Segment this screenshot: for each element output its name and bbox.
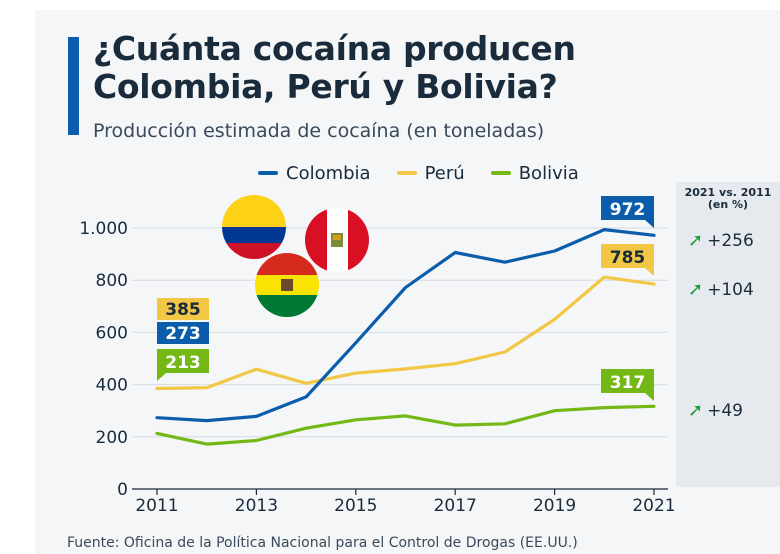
y-tick-label: 200 bbox=[96, 428, 128, 448]
end-label-bolivia: 317 bbox=[601, 369, 654, 401]
end-label-bolivia-bg bbox=[601, 369, 654, 393]
trend-up-arrow-icon: ➚ bbox=[688, 230, 704, 251]
start-label-bolivia: 213 bbox=[157, 349, 209, 381]
gridlines bbox=[132, 227, 668, 490]
data-labels: 385 273 213 972 785 317 bbox=[157, 196, 654, 401]
end-label-colombia-pointer bbox=[645, 220, 654, 228]
start-label-bolivia-pointer bbox=[157, 373, 166, 381]
title-accent-bar bbox=[68, 37, 79, 135]
comparison-header: 2021 vs. 2011 (en %) bbox=[676, 187, 780, 211]
end-label-peru-pointer bbox=[645, 268, 654, 276]
flag-group bbox=[222, 195, 369, 317]
y-tick-label: 1.000 bbox=[79, 219, 128, 239]
comparison-row-peru: ➚ +104 bbox=[688, 279, 754, 300]
start-label-peru-bg bbox=[157, 298, 209, 320]
start-label-bolivia-text: 213 bbox=[165, 353, 201, 373]
series-lines bbox=[155, 228, 656, 446]
start-label-colombia-bg bbox=[157, 322, 209, 344]
end-label-peru: 785 bbox=[601, 244, 654, 276]
x-tick-label: 2015 bbox=[334, 496, 377, 516]
start-label-peru-text: 385 bbox=[165, 300, 201, 320]
comparison-value-bolivia: +49 bbox=[707, 400, 743, 421]
legend-swatch-peru bbox=[396, 171, 417, 175]
end-label-bolivia-pointer bbox=[645, 393, 654, 401]
comparison-header-line-2: (en %) bbox=[707, 198, 749, 211]
x-tick-label: 2021 bbox=[632, 496, 675, 516]
start-label-colombia-text: 273 bbox=[165, 324, 201, 344]
start-label-peru: 385 bbox=[157, 298, 209, 320]
trend-up-arrow-icon: ➚ bbox=[688, 400, 704, 421]
end-label-colombia-bg bbox=[601, 196, 654, 220]
legend-label-colombia: Colombia bbox=[286, 162, 371, 184]
y-tick-label: 400 bbox=[96, 376, 128, 396]
start-label-colombia: 273 bbox=[157, 322, 209, 344]
end-label-peru-bg bbox=[601, 244, 654, 268]
comparison-panel bbox=[676, 182, 780, 487]
chart-title: ¿Cuánta cocaína producen Colombia, Perú … bbox=[93, 29, 576, 106]
comparison-header-line-1: 2021 vs. 2011 bbox=[684, 186, 772, 199]
x-tick-label: 2017 bbox=[434, 496, 477, 516]
series-line-peru bbox=[155, 275, 656, 391]
legend-swatch-colombia bbox=[258, 171, 278, 175]
chart-subtitle: Producción estimada de cocaína (en tonel… bbox=[93, 120, 545, 142]
legend-item-colombia: Colombia bbox=[258, 163, 371, 184]
series-line-bolivia bbox=[155, 404, 656, 446]
comparison-row-colombia: ➚ +256 bbox=[688, 230, 754, 251]
comparison-row-bolivia: ➚ +49 bbox=[688, 400, 743, 421]
end-label-bolivia-text: 317 bbox=[610, 373, 646, 393]
comparison-value-peru: +104 bbox=[707, 279, 754, 300]
legend-item-bolivia: Bolivia bbox=[490, 162, 579, 184]
x-tick-label: 2011 bbox=[135, 496, 178, 516]
chart-card bbox=[35, 10, 780, 554]
legend-swatch-bolivia bbox=[490, 171, 511, 175]
series-line-colombia bbox=[155, 228, 656, 423]
start-label-bolivia-bg bbox=[157, 349, 209, 373]
legend-item-peru: Perú bbox=[396, 162, 465, 184]
peru-flag-icon bbox=[305, 208, 369, 272]
y-tick-label: 600 bbox=[96, 323, 128, 343]
legend: Colombia Perú Bolivia bbox=[258, 160, 579, 186]
y-tick-label: 0 bbox=[117, 480, 128, 500]
comparison-value-colombia: +256 bbox=[707, 230, 754, 251]
legend-label-peru: Perú bbox=[424, 162, 465, 184]
source-note: Fuente: Oficina de la Política Nacional … bbox=[67, 535, 578, 551]
x-tick-label: 2013 bbox=[235, 496, 278, 516]
y-axis-ticks: 0 200 400 600 800 1.000 bbox=[79, 219, 128, 500]
colombia-flag-icon bbox=[222, 195, 286, 259]
legend-label-bolivia: Bolivia bbox=[518, 162, 579, 184]
end-label-peru-text: 785 bbox=[610, 248, 646, 268]
x-tick-label: 2019 bbox=[533, 496, 576, 516]
end-label-colombia: 972 bbox=[601, 196, 654, 228]
y-tick-label: 800 bbox=[96, 271, 128, 291]
trend-up-arrow-icon: ➚ bbox=[688, 279, 704, 300]
end-label-colombia-text: 972 bbox=[610, 200, 646, 220]
bolivia-flag-icon bbox=[255, 253, 319, 317]
x-axis-ticks: 2011 2013 2015 2017 2019 2021 bbox=[135, 489, 676, 516]
